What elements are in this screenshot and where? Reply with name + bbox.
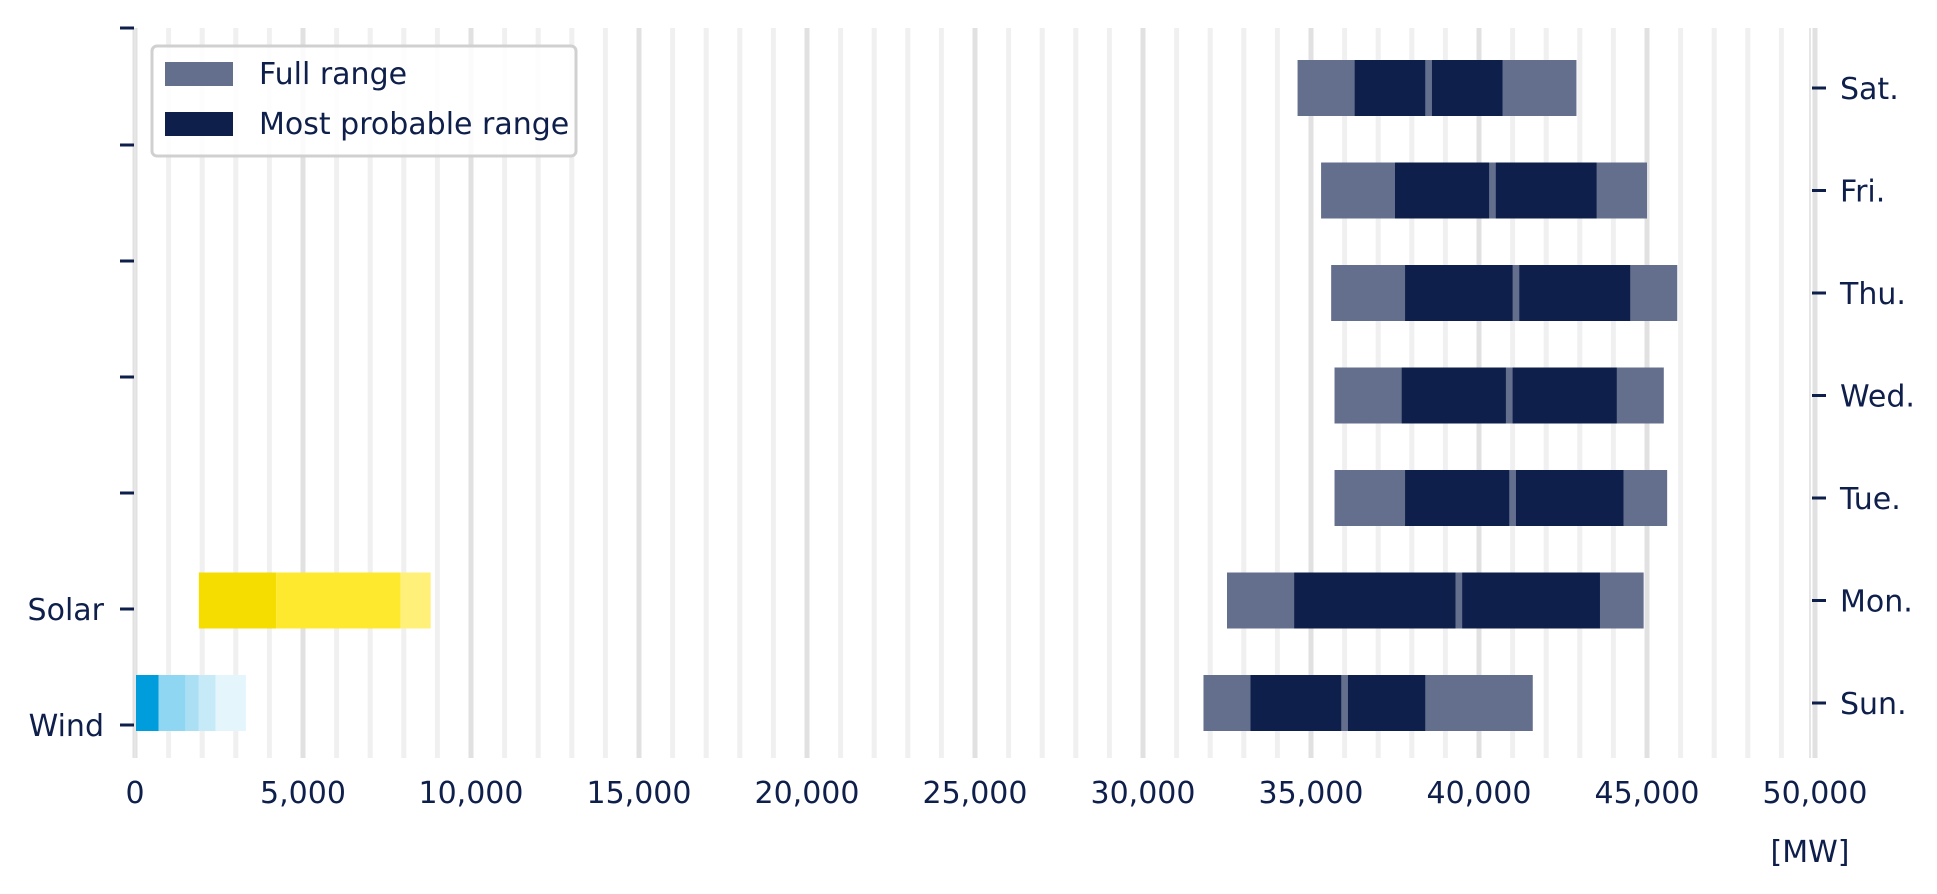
- axes: Solar Wind Sat. Fri. Thu. Wed. Tue. Mon. Sun. 0 5,…: [28, 26, 1915, 870]
- legend: Full range Most probable range: [150, 44, 578, 158]
- wind-segment: [215, 675, 246, 731]
- right-axis-label: Tue.: [1839, 482, 1901, 517]
- right-axis-label: Mon.: [1840, 585, 1913, 620]
- legend-label: Full range: [259, 57, 407, 92]
- x-tick-label: 45,000: [1595, 776, 1700, 811]
- x-tick-label: 10,000: [419, 776, 524, 811]
- solar-segment: [400, 572, 431, 629]
- x-tick-label: 40,000: [1427, 776, 1532, 811]
- probable-range-bar: [1495, 162, 1597, 219]
- left-axis-label: Solar: [28, 593, 105, 628]
- probable-range-bar: [1431, 60, 1503, 116]
- probable-range-bar: [1294, 572, 1456, 629]
- x-tick-label: 25,000: [923, 776, 1028, 811]
- wind-segment: [185, 675, 199, 731]
- solar-segment: [198, 572, 277, 629]
- legend-swatch: [165, 112, 233, 136]
- probable-range-bar: [1405, 265, 1513, 321]
- probable-range-bar: [1354, 60, 1426, 116]
- legend-frame: [150, 44, 578, 158]
- x-tick-label: 15,000: [587, 776, 692, 811]
- probable-range-bar: [1512, 367, 1617, 424]
- legend-swatch: [165, 62, 233, 86]
- bars: [135, 60, 1678, 731]
- right-axis-label: Sun.: [1840, 687, 1907, 722]
- right-axis-label: Sat.: [1840, 72, 1899, 107]
- probable-range-bar: [1462, 572, 1600, 629]
- probable-range-bar: [1405, 470, 1510, 526]
- x-tick-label: 50,000: [1763, 776, 1868, 811]
- x-tick-label: 35,000: [1259, 776, 1364, 811]
- legend-label: Most probable range: [259, 107, 569, 142]
- x-tick-label: 0: [125, 776, 144, 811]
- x-tick-label: 5,000: [260, 776, 346, 811]
- right-axis-label: Wed.: [1840, 380, 1915, 415]
- left-axis-label: Wind: [29, 709, 104, 744]
- wind-segment: [158, 675, 186, 731]
- wind-segment: [135, 675, 159, 731]
- probable-range-bar: [1401, 367, 1506, 424]
- solar-segment: [276, 572, 401, 629]
- probable-range-bar: [1250, 675, 1342, 731]
- probable-range-bar: [1515, 470, 1624, 526]
- probable-range-bar: [1395, 162, 1490, 219]
- x-axis-unit: [MW]: [1771, 835, 1850, 870]
- probable-range-bar: [1347, 675, 1426, 731]
- x-tick-label: 20,000: [755, 776, 860, 811]
- right-axis-label: Thu.: [1839, 277, 1906, 312]
- wind-segment: [198, 675, 216, 731]
- x-tick-label: 30,000: [1091, 776, 1196, 811]
- right-axis-label: Fri.: [1840, 175, 1885, 210]
- probable-range-bar: [1519, 265, 1631, 321]
